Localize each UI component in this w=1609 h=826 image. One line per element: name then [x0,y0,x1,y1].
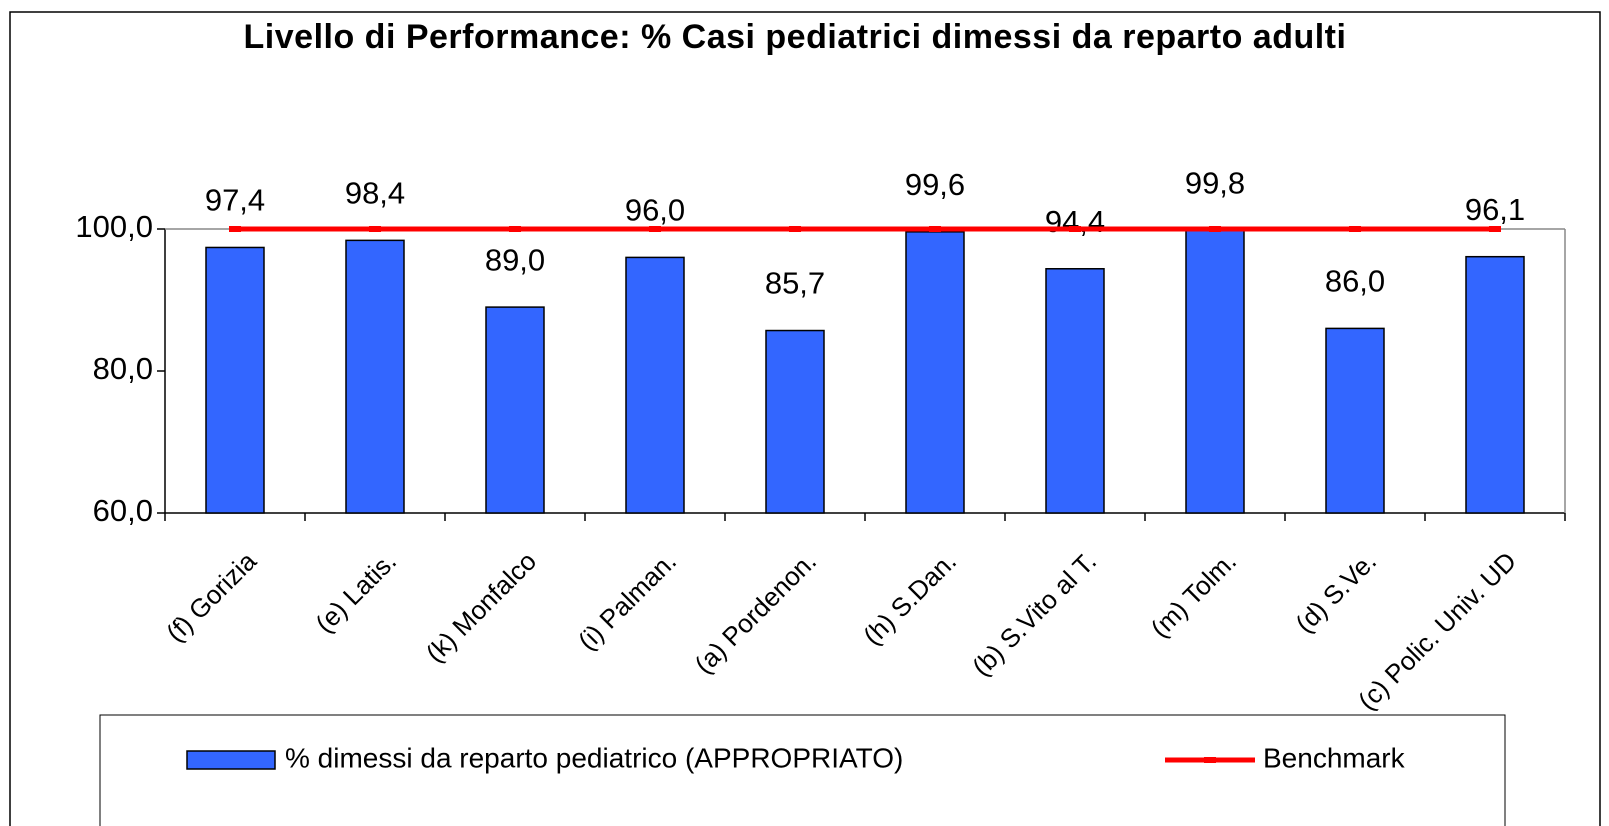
data-label: 97,4 [205,183,265,218]
line-marker [1069,226,1081,232]
bar [1325,327,1385,514]
x-tick-label: (m) Tolm. [1145,546,1242,643]
data-label: 99,8 [1185,166,1245,201]
line-marker [789,226,801,232]
line-marker [1489,226,1501,232]
bar [345,239,405,514]
chart-title: Livello di Performance: % Casi pediatric… [243,18,1347,56]
data-label: 99,6 [905,167,965,202]
line-marker [229,226,241,232]
x-tick-label: (b) S.Vito al T. [966,546,1102,682]
y-tick-label: 80,0 [93,351,153,386]
bar [1045,268,1105,514]
chart-border [9,11,1601,826]
legend-box [99,714,1506,826]
bar [205,246,265,514]
legend-swatch [1204,757,1216,763]
line-marker [929,226,941,232]
x-tick-label: (d) S.Ve. [1289,546,1382,639]
data-label: 96,1 [1465,192,1525,227]
legend-swatch [186,750,276,770]
bar [1185,229,1245,514]
x-tick-label: (e) Latis. [309,546,402,639]
data-label: 98,4 [345,176,405,211]
line-marker [369,226,381,232]
bar [485,306,545,514]
bar [625,256,685,514]
data-label: 94,4 [1045,204,1105,239]
line-marker [649,226,661,232]
bar [905,231,965,514]
x-tick-label: (h) S.Dan. [857,546,962,651]
data-label: 89,0 [485,242,545,277]
legend-label: Benchmark [1263,742,1406,773]
bar [1465,255,1525,514]
x-tick-label: (f) Gorizia [160,546,262,648]
x-tick-label: (i) Palman. [572,546,682,656]
line-marker [1349,226,1361,232]
data-label: 85,7 [765,266,825,301]
legend-label: % dimessi da reparto pediatrico (APPROPR… [285,742,903,773]
line-marker [1209,226,1221,232]
data-label: 86,0 [1325,264,1385,299]
line-marker [509,226,521,232]
y-tick-label: 100,0 [75,209,153,244]
data-label: 96,0 [625,193,685,228]
y-tick-label: 60,0 [93,493,153,528]
x-tick-label: (a) Pordenon. [688,546,822,680]
bar [765,329,825,514]
x-tick-label: (k) Monfalco [420,546,542,668]
